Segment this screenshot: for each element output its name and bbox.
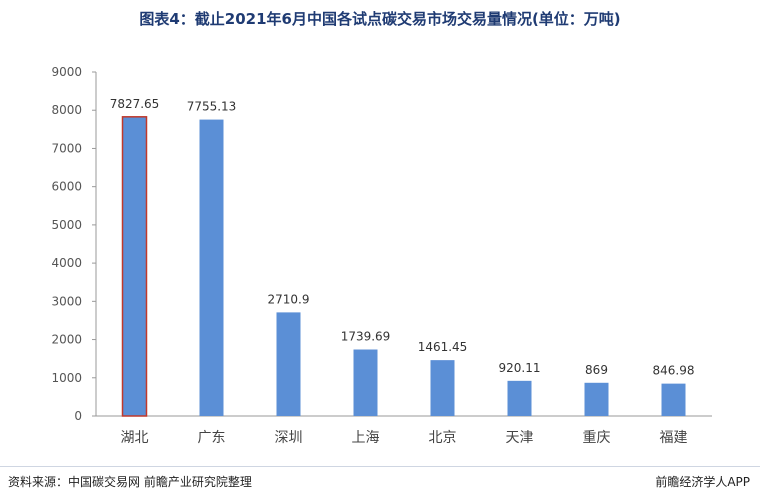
x-category-label: 天津 [506, 430, 534, 446]
data-label: 1461.45 [418, 340, 468, 354]
chart-labels: 7827.65 湖北 7755.13 广东 2710.9 深圳 1739.69 上海 1461.… [110, 97, 695, 446]
bar-6 [507, 380, 532, 416]
x-category-label: 湖北 [121, 430, 149, 446]
y-tick-label: 1000 [51, 371, 82, 385]
y-tick-label: 5000 [51, 218, 82, 232]
bar-1 [121, 116, 148, 417]
x-category-label: 北京 [429, 430, 457, 446]
y-tick-label: 3000 [51, 294, 82, 308]
y-tick-label: 8000 [51, 103, 82, 117]
data-label: 869 [585, 363, 608, 377]
x-category-label: 广东 [198, 430, 226, 446]
y-tick-label: 6000 [51, 180, 82, 194]
bar-5 [430, 360, 455, 416]
bar-3 [276, 312, 301, 416]
chart-bars [121, 116, 686, 417]
bar-4 [353, 349, 378, 416]
y-tick-label: 4000 [51, 256, 82, 270]
data-label: 920.11 [499, 361, 541, 375]
x-category-label: 深圳 [275, 430, 303, 446]
chart-title: 图表4：截止2021年6月中国各试点碳交易市场交易量情况(单位：万吨) [139, 10, 621, 28]
bar-7 [584, 382, 609, 416]
y-tick-label: 0 [74, 409, 82, 423]
y-tick-label: 9000 [51, 65, 82, 79]
data-label: 2710.9 [268, 292, 310, 306]
bar-2 [199, 119, 224, 416]
chart-axes: 0 1000 2000 3000 4000 5000 6000 7000 8000 9000 [51, 65, 712, 423]
x-category-label: 重庆 [583, 430, 611, 446]
data-label: 7755.13 [187, 100, 237, 114]
y-tick-label: 2000 [51, 333, 82, 347]
bar-8 [661, 383, 686, 416]
x-category-label: 福建 [660, 430, 688, 446]
y-tick-label: 7000 [51, 141, 82, 155]
data-label: 1739.69 [341, 330, 391, 344]
source-note: 资料来源：中国碳交易网 前瞻产业研究院整理 [8, 475, 252, 489]
data-label: 7827.65 [110, 97, 160, 111]
data-label: 846.98 [653, 364, 695, 378]
footer-divider [0, 466, 760, 467]
x-category-label: 上海 [352, 430, 380, 446]
credit-text: 前瞻经济学人APP [655, 475, 750, 489]
